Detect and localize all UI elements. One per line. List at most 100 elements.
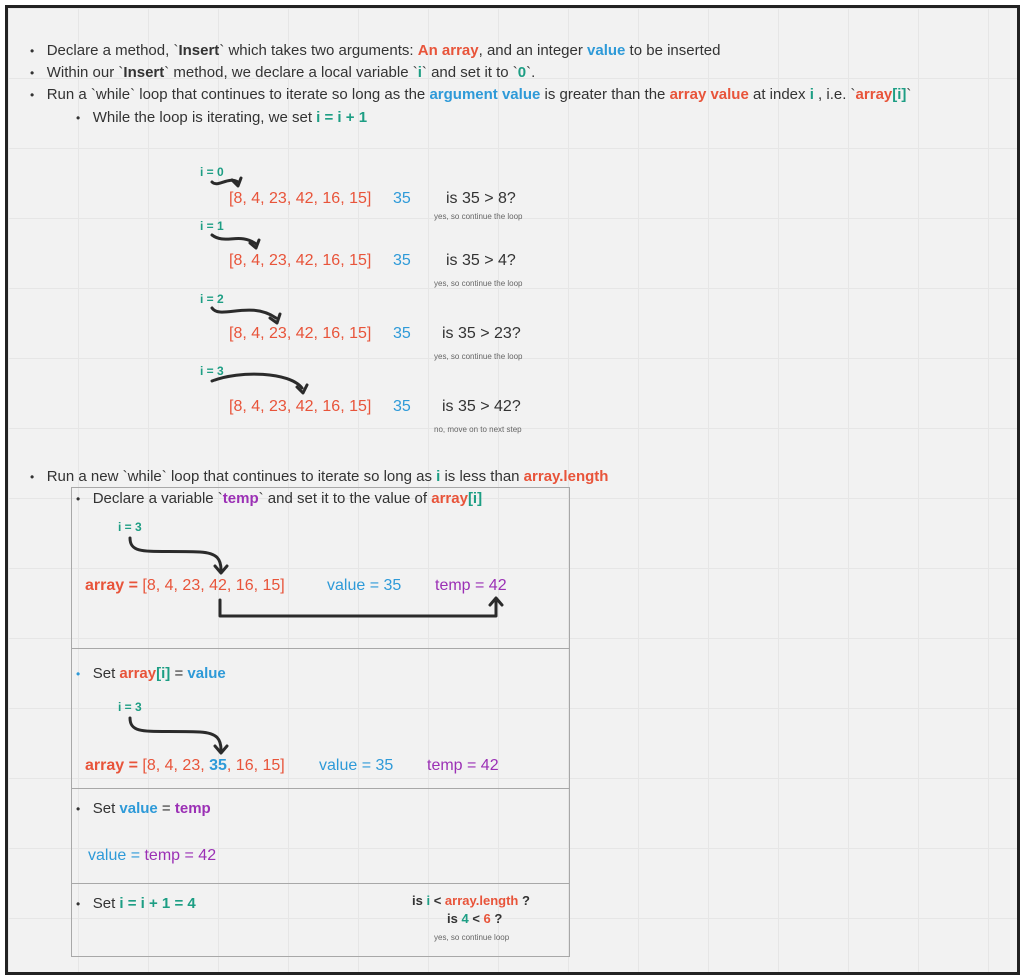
temp-keyword: temp [174, 800, 211, 817]
step-increment-title: • Set i = i + 1 = 4 [76, 895, 196, 912]
text: to be inserted [625, 42, 721, 59]
increment-expression: i = i + 1 = 4 [119, 895, 196, 912]
i-keyword: i [426, 893, 431, 908]
array-literal: [8, 4, 23, 42, 16, 15] [229, 325, 372, 342]
value-literal: 35 [393, 252, 411, 269]
i-label: i = 3 [118, 520, 142, 534]
bullet-dot: • [30, 88, 35, 102]
step-set-array-title: • Set array[i] = value [76, 665, 226, 682]
i-keyword: i [809, 86, 814, 103]
array-keyword: array [855, 86, 893, 103]
array-keyword: array [431, 490, 468, 507]
arrow-i1 [210, 233, 258, 246]
bullet-while-loop: • Run a `while` loop that continues to i… [30, 86, 911, 103]
array-literal: [8, 4, 23, 42, 16, 15] [229, 190, 372, 207]
i-label: i = 3 [118, 700, 142, 714]
bullet-dot: • [30, 470, 35, 484]
text: Run a new `while` loop that continues to… [46, 468, 437, 485]
text: = [157, 800, 175, 817]
array-literal: [8, 4, 23, 42, 16, 15] [229, 252, 372, 269]
arrowhead-i2 [268, 312, 282, 325]
value-literal: 35 [393, 325, 411, 342]
i-label: i = 1 [200, 219, 224, 233]
text: is greater than the [540, 86, 670, 103]
bullet-dot: • [76, 111, 81, 125]
i-label: i = 0 [200, 165, 224, 179]
arrowhead-i3 [295, 383, 309, 395]
bullet-dot: • [30, 66, 35, 80]
text: Set [92, 665, 120, 682]
comparison-question: is 35 > 23? [442, 325, 521, 342]
method-name: Insert [178, 42, 220, 59]
text: ` which takes two arguments: [219, 42, 418, 59]
text: Declare a method, ` [46, 42, 179, 59]
text: ` method, we declare a local variable ` [164, 64, 418, 81]
comparison-note: no, move on to next step [434, 425, 522, 434]
text: `. [526, 64, 536, 81]
array-assignment: array = [8, 4, 23, 42, 16, 15] [85, 577, 285, 595]
temp-keyword: temp [222, 490, 259, 507]
value-keyword: value [187, 665, 226, 682]
arrowhead-step1-index [213, 564, 229, 575]
bullet-local-variable: • Within our `Insert` method, we declare… [30, 64, 535, 81]
text: Within our ` [46, 64, 124, 81]
comparison-note: yes, so continue the loop [434, 279, 523, 288]
bullet-second-while-loop: • Run a new `while` loop that continues … [30, 468, 608, 485]
text: at index [748, 86, 810, 103]
i-keyword: i [436, 468, 441, 485]
value-assignment: value = 35 [319, 757, 394, 774]
arrow-copy-to-temp [218, 598, 498, 618]
text: ? [490, 911, 503, 926]
length-check-note: yes, so continue loop [434, 933, 510, 942]
length-value: 6 [483, 911, 491, 926]
arrowhead-i0 [230, 176, 243, 188]
text: Set [92, 895, 120, 912]
bullet-dot: • [30, 44, 35, 58]
bullet-increment: • While the loop is iterating, we set i … [76, 109, 367, 126]
text: , i.e. ` [813, 86, 856, 103]
comparison-question: is 35 > 42? [442, 398, 521, 415]
value-literal: 35 [393, 190, 411, 207]
index-keyword: [i] [467, 490, 483, 507]
array-elements: [8, 4, 23, [142, 757, 210, 774]
i-label: i = 3 [200, 364, 224, 378]
text: Run a `while` loop that continues to ite… [46, 86, 430, 103]
text: Set [92, 800, 120, 817]
length-check-question: is i < array.length ? [412, 893, 530, 908]
arrowhead-copy-to-temp [488, 596, 504, 607]
step-box-increment [71, 883, 570, 957]
value-literal: 35 [393, 398, 411, 415]
arrowhead-step2-index [213, 744, 229, 755]
array-elements: [8, 4, 23, [142, 577, 210, 594]
value-part: value = [88, 847, 145, 864]
text: = [170, 665, 188, 682]
array-keyword: An array [417, 42, 479, 59]
text: < [430, 893, 445, 908]
value-keyword: value [587, 42, 626, 59]
value-keyword: value [119, 800, 158, 817]
bullet-declare-method: • Declare a method, `Insert` which takes… [30, 42, 720, 59]
comparison-note: yes, so continue the loop [434, 212, 523, 221]
text: , and an integer [478, 42, 588, 59]
value-temp-line: value = temp = 42 [88, 847, 216, 865]
array-elements: , 16, 15] [226, 757, 285, 774]
array-length-keyword: array.length [444, 893, 519, 908]
text: ? [518, 893, 530, 908]
text: While the loop is iterating, we set [92, 109, 317, 126]
text: ` and set it to ` [421, 64, 518, 81]
temp-assignment: temp = 42 [427, 757, 499, 774]
temp-part: temp = 42 [144, 847, 217, 864]
bullet-dot: • [76, 492, 81, 506]
array-elements: , 16, 15] [226, 577, 285, 594]
array-assignment: array = [8, 4, 23, 35, 16, 15] [85, 757, 285, 775]
comparison-question: is 35 > 8? [446, 190, 516, 207]
i-label: i = 2 [200, 292, 224, 306]
text: ` [906, 86, 912, 103]
method-name: Insert [123, 64, 165, 81]
array-value-keyword: array value [669, 86, 749, 103]
arrow-i2 [210, 306, 278, 320]
text: ` and set it to the value of [258, 490, 432, 507]
text: is [412, 893, 427, 908]
i-value: 4 [461, 911, 469, 926]
